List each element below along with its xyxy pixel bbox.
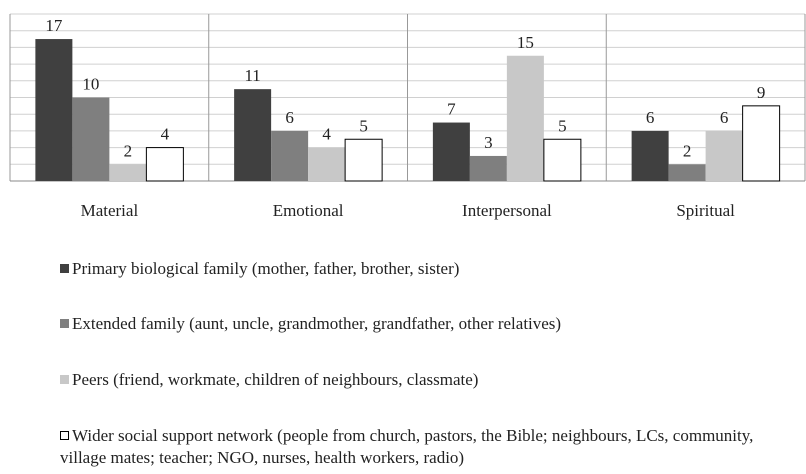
x-tick-label: Spiritual: [676, 201, 735, 220]
x-tick-label: Emotional: [273, 201, 344, 220]
bar: [344, 138, 383, 182]
data-label: 2: [683, 141, 692, 160]
bar: [469, 155, 507, 181]
bar: [35, 39, 73, 181]
data-label: 15: [517, 33, 534, 52]
bar: [506, 55, 544, 181]
bar: [234, 89, 272, 181]
data-label: 5: [359, 116, 368, 135]
x-tick-label: Interpersonal: [462, 201, 552, 220]
legend-item: Primary biological family (mother, fathe…: [60, 258, 802, 280]
data-label: 6: [720, 108, 729, 127]
data-label: 7: [447, 100, 456, 119]
legend-label: Peers (friend, workmate, children of nei…: [72, 370, 479, 389]
bar: [271, 130, 309, 181]
data-label: 6: [646, 108, 655, 127]
legend-label: Primary biological family (mother, fathe…: [72, 259, 460, 278]
data-label: 4: [322, 125, 331, 144]
data-label: 5: [558, 116, 567, 135]
bar: [668, 164, 706, 181]
legend-item: Extended family (aunt, uncle, grandmothe…: [60, 313, 802, 335]
data-label: 2: [124, 141, 133, 160]
data-label: 3: [484, 133, 493, 152]
bar: [742, 105, 781, 182]
chart: Material 17 10 2 4 Emotional 11 6 4 5 Interpersona…: [9, 13, 806, 220]
bar: [543, 138, 582, 182]
legend-swatch: [60, 431, 69, 440]
bar: [72, 97, 110, 181]
data-label: 10: [82, 75, 99, 94]
legend-label: Wider social support network (people fro…: [60, 426, 754, 467]
data-label: 17: [45, 16, 63, 35]
legend-swatch: [60, 264, 69, 273]
legend-swatch: [60, 375, 69, 384]
x-tick-label: Material: [81, 201, 139, 220]
data-label: 9: [757, 83, 766, 102]
data-label: 11: [244, 66, 260, 85]
legend-item: Peers (friend, workmate, children of nei…: [60, 369, 802, 391]
bar: [308, 147, 346, 181]
data-label: 6: [285, 108, 294, 127]
legend-swatch: [60, 319, 69, 328]
bar: [145, 147, 184, 182]
data-label: 4: [161, 125, 170, 144]
bar: [631, 130, 669, 181]
legend-item: Wider social support network (people fro…: [60, 425, 802, 469]
bar: [109, 164, 147, 181]
bar: [705, 130, 743, 181]
legend-label: Extended family (aunt, uncle, grandmothe…: [72, 314, 562, 333]
bar: [432, 122, 470, 181]
